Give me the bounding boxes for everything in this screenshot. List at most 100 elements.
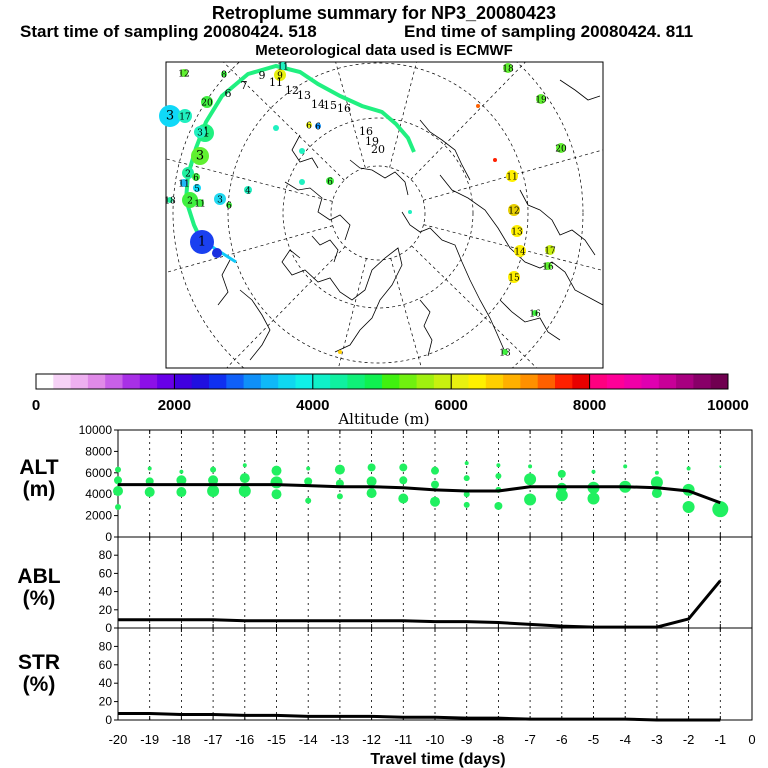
alt-cluster-dot: [242, 463, 247, 468]
alt-cluster-dot: [271, 489, 282, 500]
cluster-dot: [221, 71, 227, 77]
latitude-circle: [172, 62, 584, 368]
colorbar-cell: [693, 374, 712, 389]
colorbar-tick-label: 4000: [296, 397, 329, 414]
cluster-label: 2: [187, 197, 193, 207]
y-tick-label: 40: [99, 676, 113, 690]
alt-panel-label: ALT (m): [4, 457, 74, 501]
alt-cluster-dot: [398, 493, 409, 504]
colorbar-cell: [122, 374, 141, 389]
x-tick-label: -9: [461, 732, 473, 747]
y-tick-label: 60: [99, 566, 113, 580]
y-tick-label: 6000: [85, 466, 112, 480]
alt-cluster-dot: [650, 476, 663, 489]
trajectory-time-label: 16: [337, 102, 351, 115]
alt-cluster-dot: [431, 466, 439, 475]
colorbar-tick-label: 8000: [573, 397, 606, 414]
cluster-dot: [506, 170, 518, 182]
y-tick-label: 80: [99, 639, 113, 653]
met-data-label: Meteorological data used is ECMWF: [255, 42, 513, 59]
map-frame: [165, 61, 604, 369]
alt-cluster-dot: [719, 465, 722, 468]
colorbar-cell: [572, 374, 590, 389]
x-tick-label: -15: [267, 732, 286, 747]
cluster-dot: [476, 104, 480, 108]
colorbar-cell: [589, 374, 608, 389]
alt-cluster-dot: [176, 487, 187, 498]
alt-cluster-dot: [430, 496, 440, 507]
chart-title: Retroplume summary for NP3_20080423: [211, 3, 557, 23]
x-tick-label: -19: [140, 732, 159, 747]
cluster-label: 14: [514, 248, 526, 258]
x-tick-label: -6: [556, 732, 568, 747]
x-tick-label: -3: [651, 732, 663, 747]
str-label-line1: STR: [18, 651, 60, 674]
alt-cluster-dot: [210, 466, 217, 473]
colorbar-tick-label: 0: [32, 397, 40, 414]
alt-cluster-dot: [366, 488, 377, 499]
colorbar-cell: [658, 374, 677, 389]
alt-panel: 0 2000 4000 6000 8000 10000: [79, 423, 753, 544]
cluster-label: 16: [529, 310, 541, 320]
cluster-dot: [212, 248, 222, 258]
alt-cluster-dot: [712, 501, 729, 518]
alt-cluster-dot: [239, 473, 250, 484]
coastline: [217, 259, 231, 306]
alt-cluster-dot: [176, 475, 187, 486]
coastline: [439, 174, 603, 306]
cluster-dot: [338, 350, 342, 354]
cluster-dot: [511, 225, 523, 237]
alt-cluster-dot: [555, 489, 568, 502]
x-tick-label: 0: [748, 732, 755, 747]
colorbar-cell: [36, 374, 54, 389]
x-tick-label: -4: [619, 732, 631, 747]
cluster-dot: [508, 204, 520, 216]
cluster-dot: [214, 193, 226, 205]
colorbar-cell: [209, 374, 227, 389]
alt-cluster-dot: [399, 476, 408, 485]
cluster-dot: [182, 167, 194, 179]
colorbar-cell: [312, 374, 331, 389]
trajectory-time-label: 19: [365, 135, 379, 148]
colorbar-cell: [364, 374, 383, 389]
altitude-colorbar: 0 2000 4000 6000 8000 10000 Altitude (m): [32, 373, 749, 428]
colorbar-cell: [676, 374, 694, 389]
coastline: [519, 189, 596, 256]
x-tick-label: -17: [204, 732, 223, 747]
alt-cluster-dot: [682, 501, 695, 514]
alt-cluster-dot: [334, 464, 345, 475]
cluster-dot: [279, 62, 287, 70]
series-line: [118, 483, 721, 505]
cluster-label: 17: [544, 247, 556, 257]
x-tick-label: -14: [299, 732, 318, 747]
colorbar-cell: [468, 374, 487, 389]
alt-cluster-dot: [686, 466, 691, 471]
x-tick-label: -18: [172, 732, 191, 747]
coastline: [499, 299, 561, 341]
cluster-label: 5: [194, 185, 200, 195]
alt-cluster-dot: [431, 480, 439, 489]
cluster-dot: [299, 148, 305, 154]
str-panel-label: STR (%): [4, 652, 74, 696]
cluster-dot: [182, 192, 198, 208]
trajectory-time-label: 20: [371, 143, 385, 156]
cluster-dot: [244, 186, 252, 194]
end-time-label: End time of sampling 20080424. 811: [404, 22, 694, 41]
colorbar-cell: [382, 374, 400, 389]
colorbar-cell: [330, 374, 348, 389]
x-tick-label: -16: [235, 732, 254, 747]
alt-cluster-dot: [399, 463, 408, 472]
coastline: [281, 247, 403, 353]
alt-cluster-dot: [144, 487, 155, 498]
alt-cluster-dot: [207, 484, 220, 497]
x-axis: -20 -19 -18 -17 -16 -15 -14 -13 -12 -11 -10 -9 -8 -7-…: [109, 732, 756, 768]
cluster-dot: [159, 105, 181, 127]
series-line: [118, 712, 721, 722]
alt-cluster-dot: [464, 461, 469, 466]
map-clusters: 1223343317201251161811648911666181920111…: [159, 62, 567, 359]
cluster-label: 6: [306, 122, 312, 132]
colorbar-cell: [260, 374, 279, 389]
y-tick-label: 10000: [79, 423, 113, 437]
colorbar-cell: [295, 374, 314, 389]
